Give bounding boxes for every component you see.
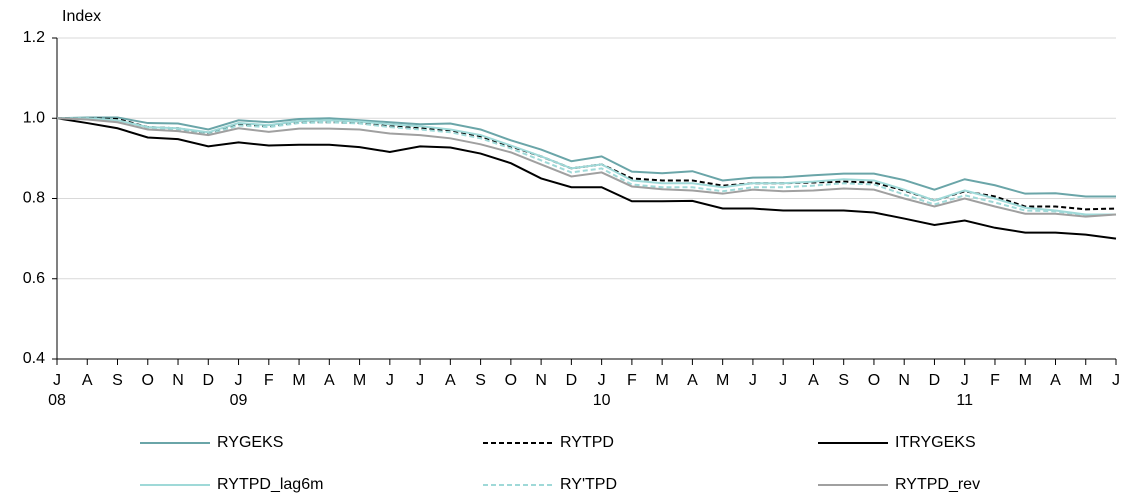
x-tick-label: N bbox=[898, 372, 910, 389]
x-tick-label: S bbox=[475, 372, 486, 389]
y-tick-label: 0.6 bbox=[23, 270, 45, 287]
legend-label: RY'TPD bbox=[560, 476, 617, 493]
x-tick-label: J bbox=[53, 372, 61, 389]
x-tick-label: J bbox=[598, 372, 606, 389]
x-tick-label: D bbox=[929, 372, 941, 389]
x-tick-label: J bbox=[235, 372, 243, 389]
series-line bbox=[56, 117, 1117, 217]
x-tick-label: O bbox=[142, 372, 154, 389]
x-tick-label: M bbox=[353, 372, 366, 389]
x-year-label: 11 bbox=[956, 392, 973, 409]
x-tick-label: F bbox=[990, 372, 1000, 389]
x-tick-label: A bbox=[1050, 372, 1061, 389]
y-tick-label: 0.4 bbox=[23, 350, 45, 367]
y-axis-label: Index bbox=[62, 8, 101, 25]
series-line bbox=[56, 117, 1117, 218]
x-tick-label: J bbox=[961, 372, 969, 389]
x-tick-label: N bbox=[172, 372, 184, 389]
x-tick-label: J bbox=[779, 372, 787, 389]
x-tick-label: F bbox=[264, 372, 274, 389]
legend-label: RYGEKS bbox=[217, 434, 283, 451]
x-tick-label: O bbox=[505, 372, 517, 389]
legend-label: ITRYGEKS bbox=[895, 434, 976, 451]
x-tick-label: A bbox=[324, 372, 335, 389]
x-tick-label: A bbox=[687, 372, 698, 389]
series-line bbox=[56, 116, 1116, 198]
x-tick-label: M bbox=[292, 372, 305, 389]
x-tick-label: S bbox=[838, 372, 849, 389]
x-tick-label: F bbox=[627, 372, 637, 389]
x-tick-label: M bbox=[1079, 372, 1092, 389]
x-tick-label: A bbox=[82, 372, 93, 389]
x-year-label: 10 bbox=[593, 392, 611, 409]
legend-label: RYTPD_rev bbox=[895, 476, 980, 493]
legend-label: RYTPD bbox=[560, 434, 614, 451]
x-tick-label: J bbox=[749, 372, 757, 389]
x-tick-label: O bbox=[868, 372, 880, 389]
x-tick-label: M bbox=[716, 372, 729, 389]
x-tick-label: M bbox=[655, 372, 668, 389]
x-tick-label: J bbox=[1112, 372, 1120, 389]
y-tick-label: 0.8 bbox=[23, 190, 45, 207]
y-tick-label: 1.0 bbox=[23, 109, 45, 126]
x-year-label: 09 bbox=[230, 392, 248, 409]
x-tick-label: J bbox=[416, 372, 424, 389]
x-tick-label: D bbox=[566, 372, 578, 389]
series-line bbox=[57, 117, 1116, 216]
series-line bbox=[56, 117, 1117, 240]
x-tick-label: A bbox=[445, 372, 456, 389]
x-tick-label: S bbox=[112, 372, 123, 389]
legend-label: RYTPD_lag6m bbox=[217, 476, 323, 493]
x-tick-label: N bbox=[535, 372, 547, 389]
y-tick-label: 1.2 bbox=[23, 29, 45, 46]
x-tick-label: A bbox=[808, 372, 819, 389]
x-tick-label: D bbox=[203, 372, 215, 389]
x-tick-label: J bbox=[386, 372, 394, 389]
x-year-label: 08 bbox=[48, 392, 66, 409]
x-tick-label: M bbox=[1019, 372, 1032, 389]
